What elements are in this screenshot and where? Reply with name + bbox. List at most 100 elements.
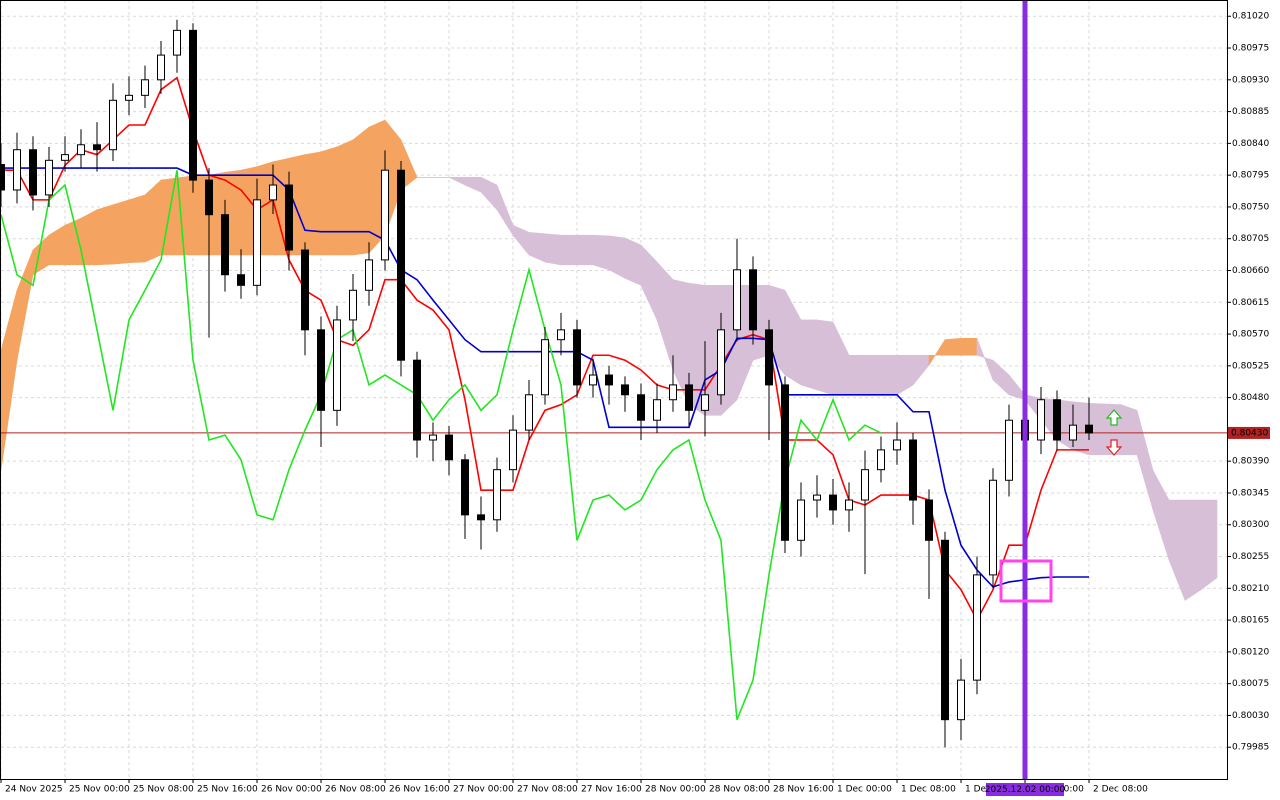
candle-body	[765, 329, 773, 386]
candle-body	[669, 384, 677, 401]
price-label-box	[1228, 426, 1270, 439]
x-tick-label: 27 Nov 16:00	[581, 785, 642, 795]
cloud-segment	[336, 139, 354, 256]
y-tick-label: 0.80255	[1232, 552, 1269, 562]
x-tick-label: 25 Nov 00:00	[69, 785, 130, 795]
candle-body	[973, 574, 981, 681]
x-tick-label: 26 Nov 00:00	[261, 785, 322, 795]
plot-border	[0, 0, 1228, 780]
candle-body	[381, 169, 389, 261]
candle-body	[253, 199, 261, 286]
y-tick-label: 0.80525	[1232, 361, 1269, 371]
cloud-segment	[560, 234, 578, 266]
x-tick-label: 26 Nov 08:00	[325, 785, 386, 795]
cloud-segment	[944, 337, 962, 356]
candle-body	[957, 679, 965, 721]
candle-body	[621, 384, 629, 396]
cloud-segment	[144, 179, 162, 263]
candle-body	[173, 29, 181, 56]
candle-body	[653, 399, 661, 421]
y-tick-label: 0.80930	[1232, 75, 1269, 85]
candles	[0, 19, 1093, 748]
candle-body	[413, 359, 421, 441]
candle-body	[1069, 424, 1077, 441]
cloud-segment	[592, 234, 610, 271]
y-tick-label: 0.80795	[1232, 171, 1269, 181]
sell-arrow	[1105, 439, 1123, 456]
y-tick-label: 0.80480	[1232, 393, 1269, 403]
candle-body	[1053, 399, 1061, 441]
candle-body	[557, 329, 565, 341]
indicator-line	[1, 76, 1089, 622]
cloud-segment	[624, 237, 642, 286]
candle-body	[893, 439, 901, 451]
candle-body	[285, 184, 293, 251]
cloud-segment	[112, 199, 130, 265]
candle-body	[541, 339, 549, 396]
y-tick-label: 0.80975	[1232, 44, 1269, 54]
candle-body	[93, 144, 101, 151]
cloud-segment	[1120, 404, 1138, 456]
candle-body	[637, 394, 645, 421]
candle-body	[77, 144, 85, 156]
candle-body	[797, 499, 805, 541]
candle-body	[605, 374, 613, 386]
candle-body	[573, 329, 581, 386]
x-tick-label: 27 Nov 00:00	[453, 785, 514, 795]
candle-body	[701, 394, 709, 411]
cloud-segment	[352, 126, 370, 256]
cloud-segment	[576, 234, 594, 266]
y-tick-label: 0.80840	[1232, 139, 1269, 149]
candle-body	[317, 329, 325, 411]
y-tick-label: 0.80300	[1232, 520, 1269, 530]
candle-body	[189, 29, 197, 181]
axes: 0.81020 0.80975 0.80930 0.80885 0.80840 0.807…	[0, 12, 1270, 796]
cloud-segment	[96, 204, 114, 266]
cloud-segment	[544, 233, 562, 266]
price-label: 0.80430	[1231, 428, 1268, 438]
candle-body	[205, 179, 213, 216]
cloud-segment	[848, 354, 866, 396]
y-tick-label: 0.80165	[1232, 616, 1269, 626]
candle-body	[461, 459, 469, 516]
candle-body	[109, 99, 117, 151]
cloud-segment	[128, 194, 146, 264]
candle-body	[749, 269, 757, 331]
x-tick-label: 1 Dec 08:00	[901, 785, 956, 795]
candle-body	[781, 384, 789, 541]
cloud-segment	[304, 151, 322, 256]
x-tick-label: 25 Nov 16:00	[197, 785, 258, 795]
candle-body	[717, 329, 725, 396]
candle-body	[493, 469, 501, 521]
x-tick-label: 28 Nov 00:00	[645, 785, 706, 795]
y-tick-label: 0.80885	[1232, 107, 1269, 117]
x-tick-label: 1 Dec 00:00	[837, 785, 892, 795]
x-tick-label: 2 Dec 08:00	[1093, 785, 1148, 795]
candle-body	[429, 434, 437, 441]
highlight-box	[999, 559, 1053, 603]
candle-body	[685, 384, 693, 411]
candle-body	[445, 434, 453, 461]
cloud-segment	[320, 146, 338, 256]
y-tick-label: 0.80075	[1232, 679, 1269, 689]
y-tick-label: 0.80570	[1232, 330, 1269, 340]
cloud-segment	[800, 319, 818, 391]
candle-body	[477, 514, 485, 521]
candle-body	[909, 439, 917, 501]
y-tick-label: 0.80750	[1232, 202, 1269, 212]
cloud-segment	[1184, 499, 1202, 601]
candle-body	[509, 429, 517, 471]
cloud-segment	[880, 354, 898, 396]
candle-body	[861, 469, 869, 501]
candle-body	[61, 154, 69, 161]
candle-body	[397, 169, 405, 361]
x-tick-label: 24 Nov 2025	[5, 785, 63, 795]
candle-body	[813, 494, 821, 501]
candle-body	[589, 374, 597, 386]
x-tick-label: 26 Nov 16:00	[389, 785, 450, 795]
candle-body	[269, 184, 277, 201]
candle-body	[125, 94, 133, 101]
candle-body	[525, 394, 533, 431]
crosshair-label: 2025.12.02 00:00	[985, 785, 1066, 795]
